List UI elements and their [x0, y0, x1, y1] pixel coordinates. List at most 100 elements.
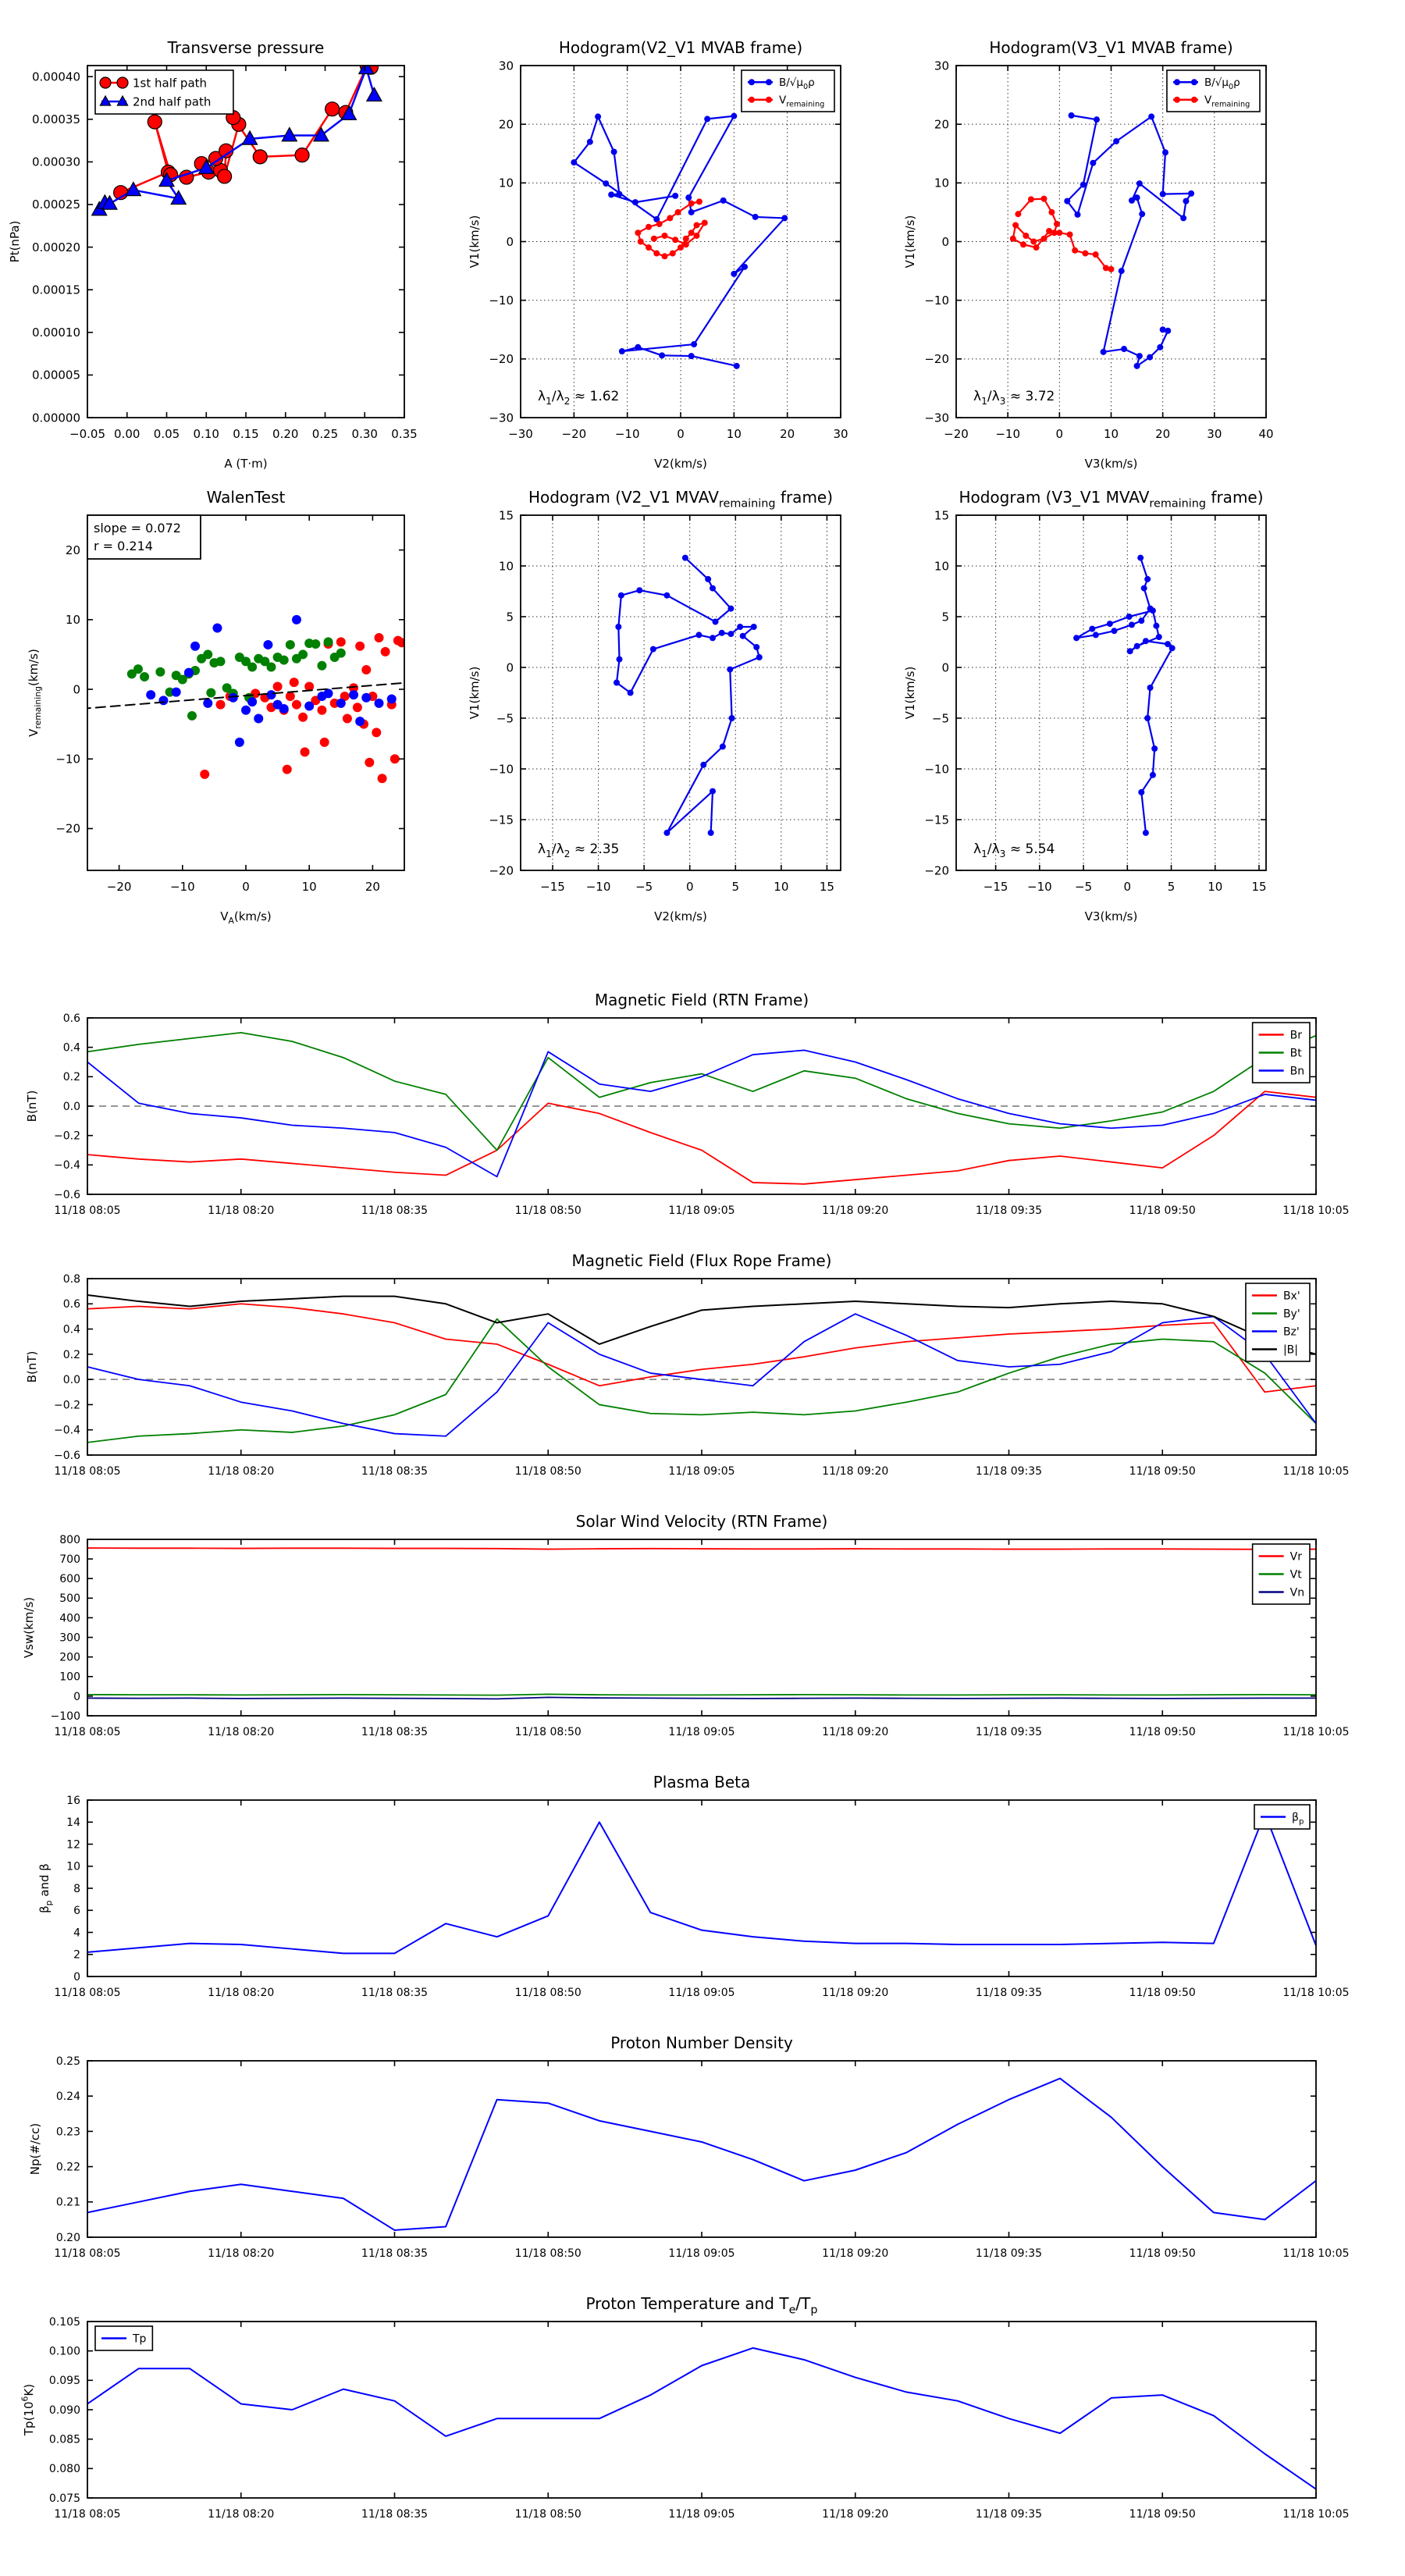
chart-title: Hodogram (V3_V1 MVAVremaining frame)	[959, 488, 1263, 511]
point-marker	[707, 829, 714, 836]
legend-label: Bt	[1290, 1047, 1303, 1059]
y-tick-label: 6	[73, 1905, 80, 1917]
x-tick-label: 11/18 08:50	[515, 2247, 582, 2260]
point-marker	[254, 713, 264, 724]
point-marker	[1121, 346, 1128, 353]
point-marker	[1155, 634, 1162, 640]
point-marker	[1188, 190, 1195, 197]
point-marker	[688, 229, 695, 237]
point-marker	[241, 656, 251, 667]
x-tick-label: 0	[686, 880, 694, 894]
x-tick-label: 11/18 08:05	[54, 1204, 120, 1217]
y-axis-label: V1(km/s)	[903, 215, 917, 269]
x-tick-label: 11/18 09:50	[1129, 2508, 1196, 2521]
y-tick-label: 0.6	[63, 1012, 80, 1025]
point-marker	[1126, 614, 1133, 620]
x-tick-label: −10	[170, 880, 195, 894]
point-marker	[1072, 247, 1079, 254]
point-marker	[1147, 685, 1154, 691]
series-hodogram-path	[614, 554, 763, 836]
legend-label: |B|	[1283, 1343, 1298, 1356]
plot-area	[956, 515, 1266, 870]
triangle-marker	[116, 94, 129, 106]
point-marker	[710, 585, 716, 592]
triangle-marker	[365, 86, 382, 102]
chart-p1: −0.05 0.00 0.05 0.10 0.15 0.20 0.25 0.30 0.35 0.0…	[8, 38, 418, 471]
point-marker	[215, 656, 226, 667]
y-tick-label: 0.00010	[32, 326, 80, 340]
y-tick-label: 0.4	[63, 1323, 80, 1336]
x-axis-label: A (T·m)	[224, 457, 267, 471]
legend: βp	[1254, 1804, 1311, 1830]
triangle-marker	[281, 126, 298, 142]
y-tick-label: 0.4	[63, 1042, 80, 1055]
axis-ticks	[955, 65, 1267, 418]
point-marker	[719, 743, 726, 750]
y-tick-label: 0.00000	[32, 411, 80, 425]
point-marker	[380, 646, 390, 656]
point-marker	[701, 219, 708, 226]
stats-annotation-box: slope = 0.072 r = 0.214	[87, 514, 201, 560]
y-axis-label: B(nT)	[25, 1091, 39, 1123]
point-marker	[1144, 715, 1151, 721]
x-tick-label: 10	[1104, 427, 1119, 441]
y-tick-label: 0.2	[63, 1349, 80, 1361]
chart-title: Magnetic Field (Flux Rope Frame)	[572, 1251, 832, 1270]
x-tick-label: 11/18 08:35	[361, 1726, 428, 1738]
triangle-marker	[158, 172, 176, 187]
x-tick-label: 11/18 08:50	[515, 2508, 582, 2521]
point-marker	[1142, 638, 1149, 645]
plot-area	[87, 1800, 1316, 1976]
series-scatter-blue	[146, 614, 397, 747]
point-marker	[765, 79, 772, 86]
x-tick-label: 0.05	[154, 427, 180, 441]
x-tick-label: 0	[677, 427, 685, 441]
triangle-marker	[241, 130, 258, 145]
point-marker	[765, 96, 772, 103]
point-marker	[285, 691, 295, 701]
point-marker	[1183, 197, 1190, 205]
point-marker	[635, 229, 642, 237]
point-marker	[216, 169, 233, 184]
axes-frame	[955, 514, 1267, 871]
y-tick-label: 10	[934, 559, 949, 573]
point-marker	[1118, 268, 1125, 275]
point-marker	[688, 208, 695, 215]
y-tick-label: 0.105	[49, 2316, 80, 2329]
point-marker	[1102, 265, 1109, 272]
point-marker	[263, 639, 273, 649]
point-marker	[1020, 241, 1027, 248]
grid	[956, 515, 1266, 870]
point-marker	[727, 631, 735, 638]
point-marker	[203, 698, 213, 708]
plot-area	[87, 1539, 1316, 1716]
point-marker	[323, 688, 333, 699]
point-marker	[1190, 79, 1197, 86]
y-tick-label: 16	[66, 1795, 80, 1807]
point-marker	[386, 694, 397, 704]
x-tick-label: 11/18 08:20	[208, 1204, 274, 1217]
y-tick-label: 0.22	[56, 2161, 80, 2174]
y-tick-label: −0.6	[54, 1450, 80, 1462]
y-tick-label: 2	[73, 1949, 80, 1962]
triangle-marker	[340, 105, 357, 121]
x-tick-label: 11/18 09:50	[1129, 1204, 1196, 1217]
point-marker	[656, 220, 663, 227]
series-layer	[87, 1547, 1316, 1700]
point-marker	[681, 554, 688, 561]
point-marker	[1040, 235, 1048, 242]
series-np	[87, 2077, 1316, 2231]
x-tick-label: 11/18 09:20	[822, 2247, 888, 2260]
point-marker	[667, 215, 674, 222]
y-tick-label: −5	[932, 711, 949, 725]
x-tick-label: 11/18 09:20	[822, 1204, 888, 1217]
series-tp	[87, 2347, 1316, 2490]
point-marker	[361, 665, 372, 675]
point-marker	[1056, 229, 1063, 237]
point-marker	[291, 614, 301, 624]
x-tick-label: 11/18 08:50	[515, 1465, 582, 1478]
point-marker	[631, 199, 638, 206]
legend-label: βp	[1292, 1811, 1304, 1826]
y-tick-label: 20	[934, 117, 949, 131]
